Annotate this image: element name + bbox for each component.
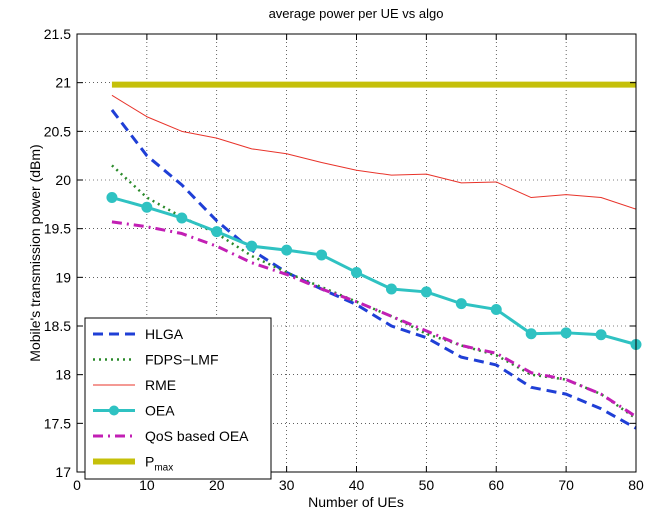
y-tick-label: 20.5 xyxy=(44,123,71,139)
y-tick-label: 20 xyxy=(55,172,71,188)
y-axis-label: Mobile's transmission power (dBm) xyxy=(27,144,43,361)
legend-label-subscript: max xyxy=(154,463,173,474)
y-tick-label: 18.5 xyxy=(44,318,71,334)
legend-box xyxy=(84,317,272,480)
series-group xyxy=(106,81,642,430)
x-tick-label: 60 xyxy=(488,477,504,493)
series-line xyxy=(111,196,637,346)
y-tick-label: 21 xyxy=(55,75,71,91)
series-hlga xyxy=(110,109,637,430)
legend-label: HLGA xyxy=(145,326,184,342)
legend-marker xyxy=(109,405,119,416)
data-point xyxy=(595,329,607,341)
data-point xyxy=(560,327,572,339)
series-line xyxy=(111,94,637,210)
y-tick-label: 21.5 xyxy=(44,26,71,42)
x-axis-label: Number of UEs xyxy=(308,494,404,510)
data-point xyxy=(316,249,328,261)
x-tick-label: 50 xyxy=(419,477,435,493)
data-point xyxy=(176,212,188,224)
data-point xyxy=(211,226,223,238)
legend-label: OEA xyxy=(145,403,175,419)
y-tick-label: 19 xyxy=(55,269,71,285)
x-tick-label: 10 xyxy=(139,477,155,493)
y-tick-label: 19.5 xyxy=(44,221,71,237)
series-line xyxy=(110,109,637,430)
series-fdps-lmf xyxy=(111,164,637,420)
series-line xyxy=(111,164,637,420)
x-tick-label: 30 xyxy=(279,477,295,493)
data-point xyxy=(141,201,153,213)
x-tick-label: 20 xyxy=(209,477,225,493)
y-tick-label: 18 xyxy=(55,367,71,383)
series-qos-based-oea xyxy=(111,220,637,418)
data-point xyxy=(385,283,397,295)
chart-title: average power per UE vs algo xyxy=(269,6,444,21)
legend-label: QoS based OEA xyxy=(145,428,249,444)
x-tick-label: 0 xyxy=(73,477,81,493)
data-point xyxy=(351,266,362,278)
x-tick-label: 80 xyxy=(628,477,644,493)
axis-ticks: 0 10 20 30 40 50 60 70 80 17 17.5 18 18.5 19 19.5 20 20.… xyxy=(44,26,644,493)
legend-label: FDPS−LMF xyxy=(145,352,219,368)
data-point xyxy=(420,286,432,298)
series-rme xyxy=(111,94,637,210)
series-oea xyxy=(106,192,642,350)
data-point xyxy=(246,240,258,252)
data-point xyxy=(106,192,118,204)
data-point xyxy=(281,244,293,256)
y-tick-label: 17 xyxy=(55,464,71,480)
data-point xyxy=(455,298,467,310)
y-tick-label: 17.5 xyxy=(44,415,71,431)
data-point xyxy=(525,328,537,340)
legend-label: RME xyxy=(145,377,176,393)
x-tick-label: 70 xyxy=(558,477,574,493)
x-tick-label: 40 xyxy=(349,477,365,493)
series-line xyxy=(111,220,637,418)
data-point xyxy=(490,303,502,315)
